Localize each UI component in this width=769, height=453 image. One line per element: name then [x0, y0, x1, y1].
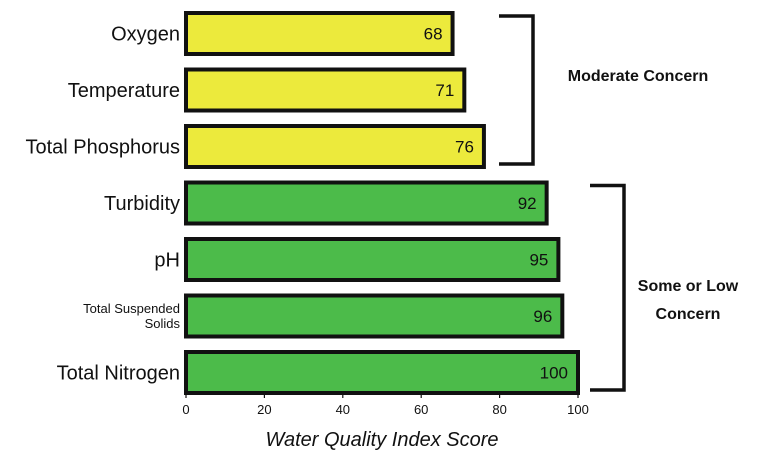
x-axis: 0 20 40 60 80 100 [182, 391, 589, 417]
x-axis-title: Water Quality Index Score [265, 429, 498, 451]
bars-layer: 68 Oxygen 71 Temperature 76 Total Phosphorus 9… [25, 11, 580, 395]
x-tick-label: 0 [182, 402, 189, 417]
category-label: Total Suspended Solids [83, 301, 180, 331]
group-brackets: Moderate Concern Some or Low Concern [499, 14, 739, 392]
category-label: Oxygen [111, 24, 180, 46]
bar [184, 350, 580, 395]
x-tick-label: 100 [567, 402, 589, 417]
category-label: Total Nitrogen [57, 363, 180, 385]
bar-value-label: 68 [424, 25, 443, 44]
group-bracket [499, 14, 535, 166]
bar-value-label: 71 [435, 81, 454, 100]
bar [184, 237, 561, 282]
bar-value-label: 100 [540, 364, 568, 383]
bar [184, 180, 549, 226]
x-tick-label: 60 [414, 402, 428, 417]
group-label: Some or Low Concern [638, 278, 739, 323]
bar [184, 293, 565, 339]
x-tick-label: 20 [257, 402, 271, 417]
x-tick-label: 80 [492, 402, 506, 417]
bar-value-label: 95 [529, 251, 548, 270]
bar [184, 11, 455, 56]
category-label: pH [154, 250, 180, 272]
bar [184, 67, 467, 113]
bar-value-label: 76 [455, 138, 474, 157]
category-label: Temperature [68, 80, 180, 102]
x-tick-label: 40 [336, 402, 350, 417]
bar-value-label: 96 [533, 307, 552, 326]
category-label: Turbidity [104, 193, 180, 215]
group-label: Moderate Concern [568, 68, 708, 85]
group-bracket [590, 183, 626, 392]
bar [184, 124, 486, 169]
bar-value-label: 92 [518, 194, 537, 213]
category-label: Total Phosphorus [25, 137, 180, 159]
